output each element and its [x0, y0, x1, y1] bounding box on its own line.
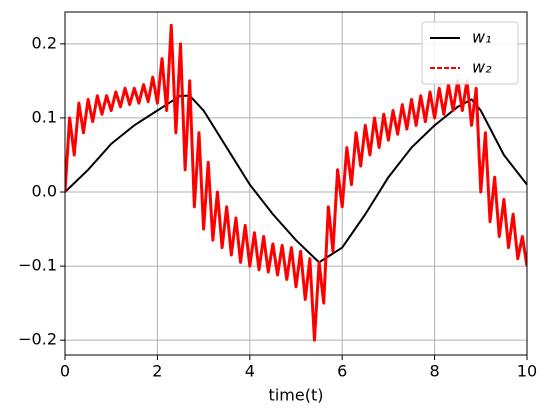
- series-line: [65, 23, 527, 342]
- series-line: [65, 94, 527, 264]
- x-tick-label: 6: [337, 362, 347, 381]
- y-tick-label: 0.0: [32, 182, 57, 201]
- legend-box: [421, 21, 519, 85]
- x-tick-label: 2: [152, 362, 162, 381]
- legend-label: w₂: [472, 58, 492, 77]
- x-tick-label: 8: [430, 362, 440, 381]
- x-tick-label: 10: [517, 362, 537, 381]
- legend-label: w₁: [472, 28, 492, 47]
- x-axis-label: time(t): [269, 386, 324, 405]
- plot-frame: [64, 11, 528, 356]
- x-tick-label: 0: [60, 362, 70, 381]
- y-tick-label: −0.1: [18, 256, 57, 275]
- y-tick-label: 0.2: [32, 33, 57, 52]
- y-tick-label: −0.2: [18, 330, 57, 349]
- y-tick-label: 0.1: [32, 107, 57, 126]
- x-tick-label: 4: [245, 362, 255, 381]
